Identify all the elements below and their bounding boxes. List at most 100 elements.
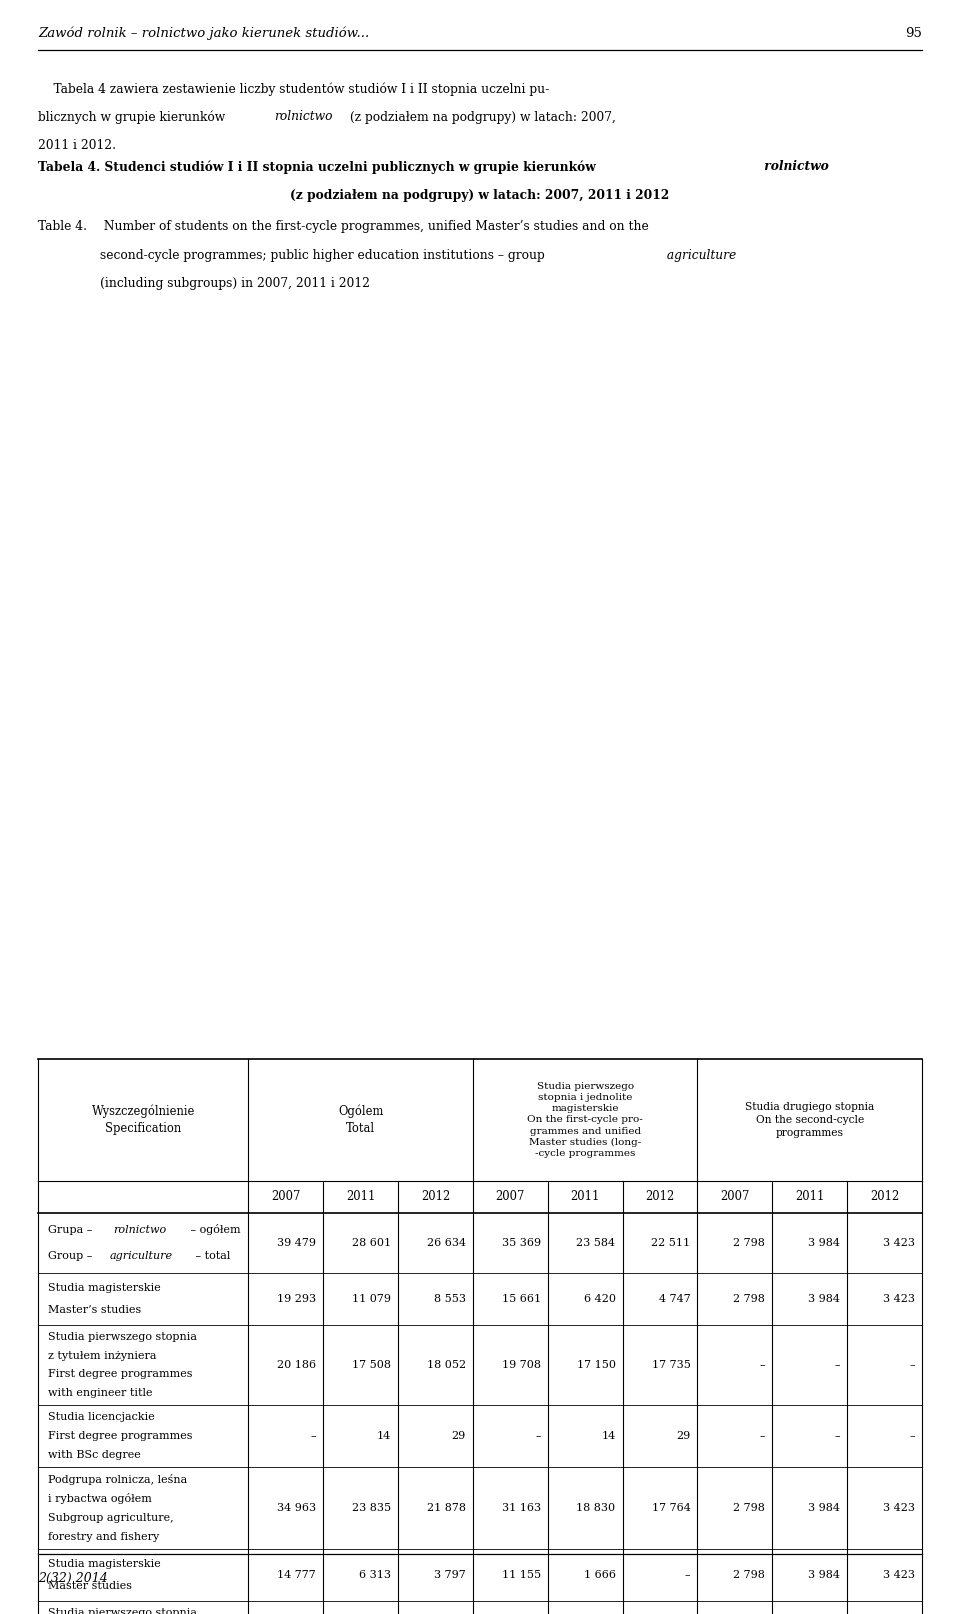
Text: 4 747: 4 747 (659, 1294, 690, 1304)
Text: 2007: 2007 (495, 1191, 525, 1204)
Text: 14 777: 14 777 (277, 1570, 316, 1580)
Text: Master studies: Master studies (48, 1582, 132, 1591)
Text: Studia drugiego stopnia
On the second-cycle
programmes: Studia drugiego stopnia On the second-cy… (745, 1102, 875, 1138)
Text: Tabela 4. Studenci studiów I i II stopnia uczelni publicznych w grupie kierunków: Tabela 4. Studenci studiów I i II stopni… (38, 160, 596, 173)
Text: 95: 95 (905, 27, 922, 40)
Text: –: – (759, 1432, 765, 1441)
Text: 18 830: 18 830 (577, 1503, 615, 1512)
Text: 2011: 2011 (795, 1191, 825, 1204)
Text: –: – (535, 1432, 540, 1441)
Text: Subgroup agriculture,: Subgroup agriculture, (48, 1512, 174, 1522)
Text: 19 708: 19 708 (502, 1361, 540, 1370)
Text: 3 423: 3 423 (883, 1294, 915, 1304)
Text: 14: 14 (377, 1432, 391, 1441)
Text: 23 835: 23 835 (352, 1503, 391, 1512)
Text: 2012: 2012 (870, 1191, 900, 1204)
Text: 11 079: 11 079 (352, 1294, 391, 1304)
Text: 2007: 2007 (271, 1191, 300, 1204)
Text: 3 984: 3 984 (808, 1238, 840, 1248)
Text: Master’s studies: Master’s studies (48, 1306, 141, 1315)
Text: 2007: 2007 (720, 1191, 750, 1204)
Text: agriculture: agriculture (663, 249, 736, 261)
Text: Grupa –: Grupa – (48, 1225, 96, 1235)
Text: Studia pierwszego stopnia: Studia pierwszego stopnia (48, 1332, 197, 1343)
Text: 3 984: 3 984 (808, 1570, 840, 1580)
Text: –: – (909, 1361, 915, 1370)
Text: First degree programmes: First degree programmes (48, 1369, 193, 1380)
Text: 8 553: 8 553 (434, 1294, 466, 1304)
Text: –: – (909, 1432, 915, 1441)
Text: –: – (834, 1432, 840, 1441)
Text: 11 155: 11 155 (502, 1570, 540, 1580)
Text: – ogółem: – ogółem (187, 1225, 241, 1235)
Text: 35 369: 35 369 (502, 1238, 540, 1248)
Text: Number of students on the first-cycle programmes, unified Master’s studies and o: Number of students on the first-cycle pr… (100, 220, 649, 232)
Text: 3 423: 3 423 (883, 1570, 915, 1580)
Text: z tytułem inżyniera: z tytułem inżyniera (48, 1351, 156, 1361)
Text: 2012: 2012 (645, 1191, 675, 1204)
Text: 18 052: 18 052 (427, 1361, 466, 1370)
Text: 17 735: 17 735 (652, 1361, 690, 1370)
Text: with BSc degree: with BSc degree (48, 1449, 141, 1459)
Text: 2(32) 2014: 2(32) 2014 (38, 1572, 108, 1585)
Text: 17 764: 17 764 (652, 1503, 690, 1512)
Text: –: – (684, 1570, 690, 1580)
Text: 23 584: 23 584 (577, 1238, 615, 1248)
Text: Tabela 4 zawiera zestawienie liczby studentów studiów I i II stopnia uczelni pu-: Tabela 4 zawiera zestawienie liczby stud… (38, 82, 549, 95)
Text: –: – (834, 1361, 840, 1370)
Text: 2011: 2011 (570, 1191, 600, 1204)
Text: 3 797: 3 797 (434, 1570, 466, 1580)
Text: 15 661: 15 661 (502, 1294, 540, 1304)
Text: 31 163: 31 163 (502, 1503, 540, 1512)
Text: second-cycle programmes; public higher education institutions – group: second-cycle programmes; public higher e… (100, 249, 544, 261)
Text: 39 479: 39 479 (277, 1238, 316, 1248)
Text: 17 508: 17 508 (352, 1361, 391, 1370)
Text: Podgrupa rolnicza, leśna: Podgrupa rolnicza, leśna (48, 1474, 187, 1485)
Text: 2012: 2012 (420, 1191, 450, 1204)
Text: 29: 29 (451, 1432, 466, 1441)
Text: First degree programmes: First degree programmes (48, 1432, 193, 1441)
Text: 14: 14 (601, 1432, 615, 1441)
Text: 2011: 2011 (346, 1191, 375, 1204)
Text: Studia magisterskie: Studia magisterskie (48, 1559, 160, 1569)
Text: (including subgroups) in 2007, 2011 i 2012: (including subgroups) in 2007, 2011 i 20… (100, 278, 370, 291)
Text: 26 634: 26 634 (427, 1238, 466, 1248)
Text: 19 293: 19 293 (277, 1294, 316, 1304)
Text: Studia pierwszego
stopnia i jednolite
magisterskie
On the first-cycle pro-
gramm: Studia pierwszego stopnia i jednolite ma… (527, 1081, 643, 1157)
Text: blicznych w grupie kierunków: blicznych w grupie kierunków (38, 110, 229, 124)
Text: 21 878: 21 878 (427, 1503, 466, 1512)
Text: 22 511: 22 511 (651, 1238, 690, 1248)
Text: – total: – total (192, 1251, 230, 1261)
Text: (z podziałem na podgrupy) w latach: 2007, 2011 i 2012: (z podziałem na podgrupy) w latach: 2007… (290, 189, 670, 202)
Text: Studia licencjackie: Studia licencjackie (48, 1412, 155, 1422)
Text: Zawód rolnik – rolnictwo jako kierunek studiów...: Zawód rolnik – rolnictwo jako kierunek s… (38, 27, 370, 40)
Text: 17 150: 17 150 (577, 1361, 615, 1370)
Text: 2011 i 2012.: 2011 i 2012. (38, 139, 116, 152)
Text: 20 186: 20 186 (277, 1361, 316, 1370)
Text: agriculture: agriculture (110, 1251, 173, 1261)
Text: 6 420: 6 420 (584, 1294, 615, 1304)
Text: 3 423: 3 423 (883, 1238, 915, 1248)
Text: 6 313: 6 313 (359, 1570, 391, 1580)
Text: Table 4.: Table 4. (38, 220, 87, 232)
Text: 28 601: 28 601 (352, 1238, 391, 1248)
Text: forestry and fishery: forestry and fishery (48, 1532, 159, 1541)
Text: Group –: Group – (48, 1251, 96, 1261)
Text: rolnictwo: rolnictwo (275, 110, 333, 124)
Text: –: – (759, 1361, 765, 1370)
Text: Studia magisterskie: Studia magisterskie (48, 1283, 160, 1293)
Text: Wyszczególnienie
Specification: Wyszczególnienie Specification (91, 1106, 195, 1135)
Text: 2 798: 2 798 (733, 1294, 765, 1304)
Text: 34 963: 34 963 (277, 1503, 316, 1512)
Text: –: – (311, 1432, 316, 1441)
Text: 29: 29 (676, 1432, 690, 1441)
Text: 3 984: 3 984 (808, 1294, 840, 1304)
Text: 2 798: 2 798 (733, 1503, 765, 1512)
Text: 2 798: 2 798 (733, 1570, 765, 1580)
Text: (z podziałem na podgrupy) w latach: 2007,: (z podziałem na podgrupy) w latach: 2007… (347, 110, 616, 124)
Text: Studia pierwszego stopnia: Studia pierwszego stopnia (48, 1608, 197, 1614)
Text: with engineer title: with engineer title (48, 1388, 153, 1398)
Text: rolnictwo: rolnictwo (113, 1225, 167, 1235)
Text: 3 423: 3 423 (883, 1503, 915, 1512)
Text: rolnictwo: rolnictwo (759, 160, 828, 173)
